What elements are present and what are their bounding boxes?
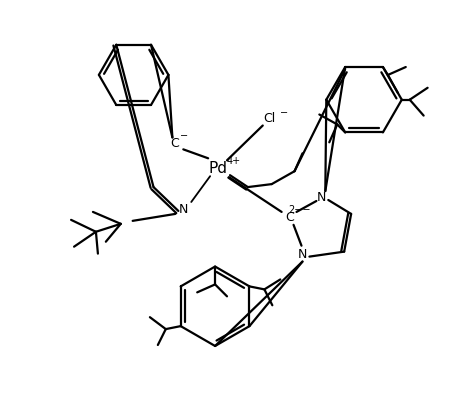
Text: N: N [317,190,326,203]
Text: Cl: Cl [263,112,276,125]
Text: C: C [285,211,294,224]
Text: −: − [279,107,288,117]
Text: N: N [298,247,307,261]
Text: −: − [180,131,188,141]
Text: C: C [170,137,179,150]
Text: N: N [179,203,188,216]
Text: 2−−: 2−− [288,205,311,215]
Text: 4+: 4+ [227,156,241,166]
Text: Pd: Pd [208,160,228,175]
